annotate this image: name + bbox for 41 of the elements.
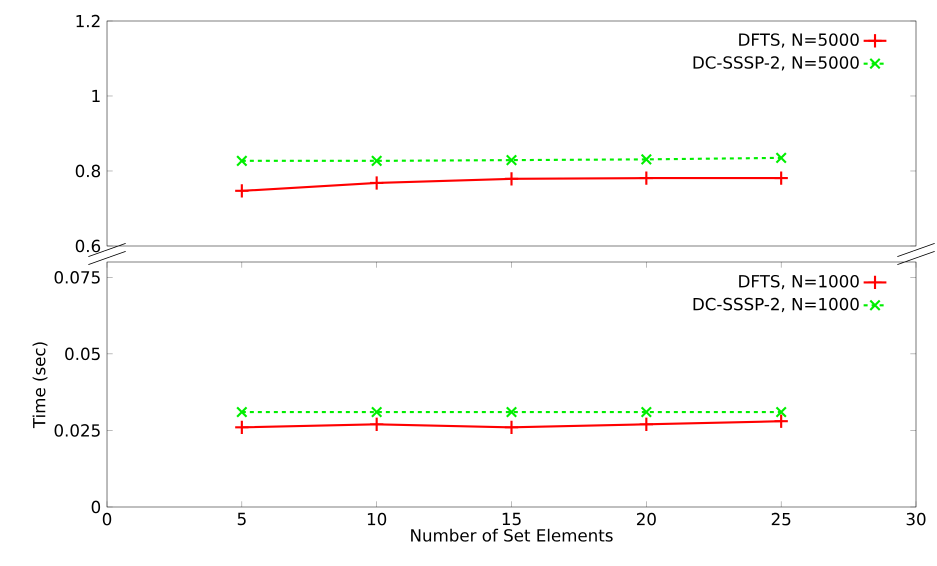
x-tick-label: 5	[238, 512, 246, 526]
legend-label: DC-SSSP-2, N=1000	[694, 298, 859, 312]
point	[640, 154, 652, 166]
y-tick-label: 0	[92, 500, 100, 514]
legend-label: DC-SSSP-2, N=5000	[694, 56, 859, 71]
x-tick-label: 10	[368, 512, 386, 526]
y-tick-label: 0.025	[54, 424, 100, 437]
point	[504, 171, 520, 187]
point	[773, 170, 789, 186]
point	[506, 154, 518, 166]
y-tick-label: 0.05	[65, 348, 100, 360]
point	[368, 416, 384, 432]
point	[234, 183, 250, 199]
y-tick-label: 0.8	[76, 164, 100, 178]
point	[773, 414, 789, 429]
legend-label: DFTS, N=5000	[739, 33, 859, 48]
x-tick-label: 25	[772, 512, 790, 526]
point	[234, 420, 250, 436]
point	[236, 155, 248, 167]
point	[638, 170, 654, 186]
point	[775, 152, 787, 164]
point	[506, 406, 518, 418]
point	[236, 406, 248, 418]
point	[368, 175, 384, 191]
y-tick-label: 1	[92, 90, 100, 102]
y-axis-title: Time (sec)	[32, 342, 48, 428]
x-tick-label: 0	[102, 512, 112, 526]
x-tick-label: 20	[636, 512, 656, 526]
x-axis-title: Number of Set Elements	[411, 528, 613, 542]
y-tick-label: 1.2	[76, 14, 100, 28]
point	[370, 155, 382, 167]
y-tick-label: 0.6	[76, 240, 100, 252]
point	[640, 406, 652, 418]
x-tick-label: 15	[502, 512, 521, 526]
x-tick-label: 30	[906, 512, 926, 526]
y-tick-label: 0.075	[54, 271, 100, 284]
legend-label: DFTS, N=1000	[739, 274, 859, 290]
point	[370, 406, 382, 418]
point	[504, 420, 520, 436]
point	[775, 406, 787, 418]
point	[638, 416, 654, 432]
